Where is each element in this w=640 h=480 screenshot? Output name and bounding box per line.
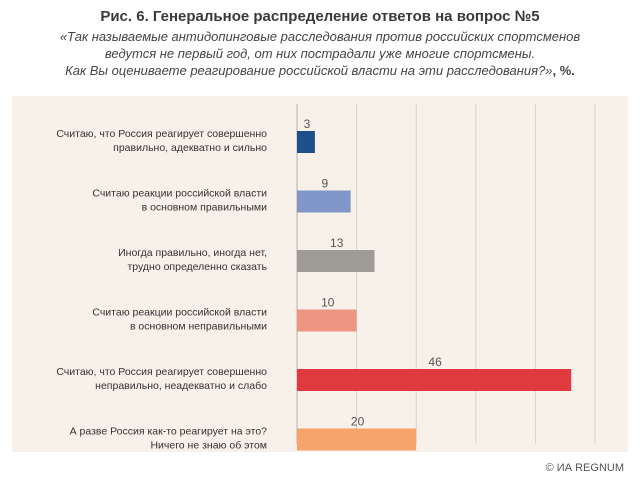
value-label: 13	[330, 236, 344, 250]
category-label: Иногда правильно, иногда нет,	[118, 247, 267, 259]
chart-panel	[12, 96, 628, 452]
subtitle-unit: , %.	[552, 63, 575, 78]
subtitle-line-2: ведутся не первый год, от них пострадали…	[104, 46, 536, 61]
bar	[297, 309, 357, 332]
category-label: Считаю, что Россия реагирует совершенно	[56, 128, 267, 140]
category-label: Считаю, что Россия реагирует совершенно	[56, 366, 267, 378]
category-label: неправильно, неадекватно и слабо	[95, 380, 267, 392]
category-label: Ничего не знаю об этом	[150, 440, 267, 452]
chart-title: Рис. 6. Генеральное распределение ответо…	[100, 8, 540, 25]
chart-subtitle: «Так называемые антидопинговые расследов…	[30, 28, 610, 79]
bar	[297, 250, 375, 272]
subtitle-line-3: Как Вы оцениваете реагирование российско…	[65, 63, 553, 78]
subtitle-line-1: «Так называемые антидопинговые расследов…	[59, 29, 581, 44]
category-label: А разве Россия как-то реагирует на это?	[70, 426, 268, 438]
value-label: 20	[351, 415, 365, 429]
bar	[297, 369, 572, 391]
category-label: в основном неправильными	[130, 321, 267, 333]
category-label: в основном правильными	[142, 202, 268, 214]
category-label: трудно определенно сказать	[127, 261, 267, 273]
bar	[297, 131, 315, 153]
value-label: 10	[321, 296, 335, 310]
category-label: Считаю реакции российской власти	[92, 188, 267, 200]
bar	[297, 428, 417, 451]
value-label: 3	[304, 117, 311, 131]
value-label: 46	[428, 355, 442, 369]
bar	[297, 190, 351, 213]
category-label: Считаю реакции российской власти	[92, 307, 267, 319]
category-label: правильно, адекватно и сильно	[113, 142, 267, 154]
footer: © ИА REGNUM	[0, 452, 640, 480]
value-label: 9	[321, 177, 328, 191]
chart-header: Рис. 6. Генеральное распределение ответо…	[0, 0, 640, 96]
copyright-text: © ИА REGNUM	[545, 462, 624, 474]
